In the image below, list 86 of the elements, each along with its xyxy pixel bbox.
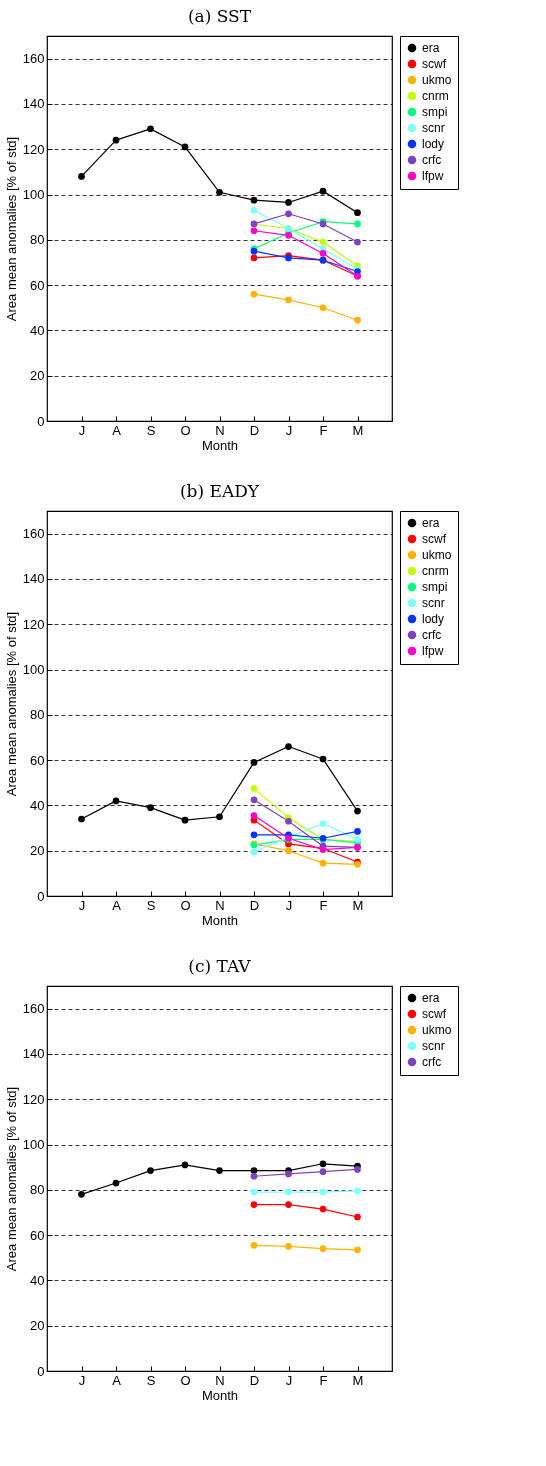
legend-label: cnrm: [422, 89, 449, 103]
y-tick-label: 140: [22, 96, 45, 112]
legend-label: crfc: [422, 153, 442, 167]
legend-label: smpi: [422, 105, 448, 119]
x-tick-label: S: [146, 897, 156, 913]
legend-label: lfpw: [422, 169, 444, 183]
x-tick-label: D: [249, 897, 260, 913]
x-axis-title: Month: [201, 912, 239, 928]
y-tick-label: 140: [22, 571, 45, 587]
legend-label: scnr: [422, 121, 445, 135]
y-axis-title: Area mean anomalies [% of std]: [3, 136, 19, 322]
legend-label: cnrm: [422, 564, 449, 578]
y-tick-label: 120: [22, 141, 45, 157]
y-tick-label: 160: [22, 1001, 45, 1017]
legend-label: smpi: [422, 580, 448, 594]
x-tick-label: O: [180, 897, 191, 913]
y-tick-label: 20: [30, 843, 45, 859]
y-axis-title: Area mean anomalies [% of std]: [3, 1086, 19, 1272]
legend-label: scwf: [422, 1007, 447, 1021]
y-tick-label: 0: [37, 1363, 45, 1379]
y-tick-label: 140: [22, 1046, 45, 1062]
y-tick-label: 80: [30, 232, 45, 248]
y-tick-label: 0: [37, 413, 45, 429]
x-tick-label: J: [285, 1372, 293, 1388]
legend-label: crfc: [422, 1055, 442, 1069]
x-tick-label: J: [78, 422, 86, 438]
x-tick-label: M: [352, 422, 364, 438]
legend-label: lody: [422, 612, 445, 626]
y-tick-label: 0: [37, 888, 45, 904]
y-tick-label: 60: [30, 752, 45, 768]
legend-label: scnr: [422, 1039, 445, 1053]
x-tick-label: D: [249, 1372, 260, 1388]
x-tick-label: S: [146, 1372, 156, 1388]
y-tick-label: 40: [30, 1272, 45, 1288]
y-tick-label: 40: [30, 797, 45, 813]
y-tick-label: 20: [30, 368, 45, 384]
y-tick-label: 120: [22, 1091, 45, 1107]
x-tick-label: M: [352, 897, 364, 913]
legend-label: scwf: [422, 532, 447, 546]
legend-label: era: [422, 991, 440, 1005]
x-axis-title: Month: [201, 1387, 239, 1403]
y-tick-label: 40: [30, 322, 45, 338]
x-tick-label: A: [112, 897, 122, 913]
x-tick-label: J: [78, 1372, 86, 1388]
x-tick-label: N: [215, 1372, 225, 1388]
y-tick-label: 160: [22, 526, 45, 542]
x-tick-label: N: [215, 422, 225, 438]
y-tick-label: 100: [22, 1137, 45, 1153]
x-tick-label: M: [352, 1372, 364, 1388]
x-tick-label: J: [78, 897, 86, 913]
x-tick-label: J: [285, 422, 293, 438]
x-axis-title: Month: [201, 437, 239, 453]
chart-title: (a) SST: [187, 5, 252, 26]
x-tick-label: J: [285, 897, 293, 913]
legend-label: scnr: [422, 596, 445, 610]
legend-label: lody: [422, 137, 445, 151]
x-tick-label: D: [249, 422, 260, 438]
legend-label: lfpw: [422, 644, 444, 658]
x-tick-label: N: [215, 897, 225, 913]
x-tick-label: O: [180, 422, 191, 438]
chart-title: (c) TAV: [188, 955, 252, 976]
legend-label: ukmo: [422, 1023, 452, 1037]
x-tick-label: F: [319, 1372, 328, 1388]
y-tick-label: 60: [30, 277, 45, 293]
legend-label: scwf: [422, 57, 447, 71]
y-tick-label: 60: [30, 1227, 45, 1243]
x-tick-label: F: [319, 422, 328, 438]
legend-label: crfc: [422, 628, 442, 642]
y-tick-label: 80: [30, 707, 45, 723]
y-tick-label: 160: [22, 51, 45, 67]
x-tick-label: F: [319, 897, 328, 913]
x-tick-label: A: [112, 422, 122, 438]
legend-label: ukmo: [422, 73, 452, 87]
y-tick-label: 100: [22, 662, 45, 678]
legend-label: ukmo: [422, 548, 452, 562]
y-tick-label: 120: [22, 616, 45, 632]
x-tick-label: S: [146, 422, 156, 438]
y-tick-label: 80: [30, 1182, 45, 1198]
chart-title: (b) EADY: [179, 480, 260, 501]
x-tick-label: A: [112, 1372, 122, 1388]
legend-label: era: [422, 516, 440, 530]
legend-label: era: [422, 41, 440, 55]
y-axis-title: Area mean anomalies [% of std]: [3, 611, 19, 797]
y-tick-label: 100: [22, 187, 45, 203]
y-tick-label: 20: [30, 1318, 45, 1334]
x-tick-label: O: [180, 1372, 191, 1388]
